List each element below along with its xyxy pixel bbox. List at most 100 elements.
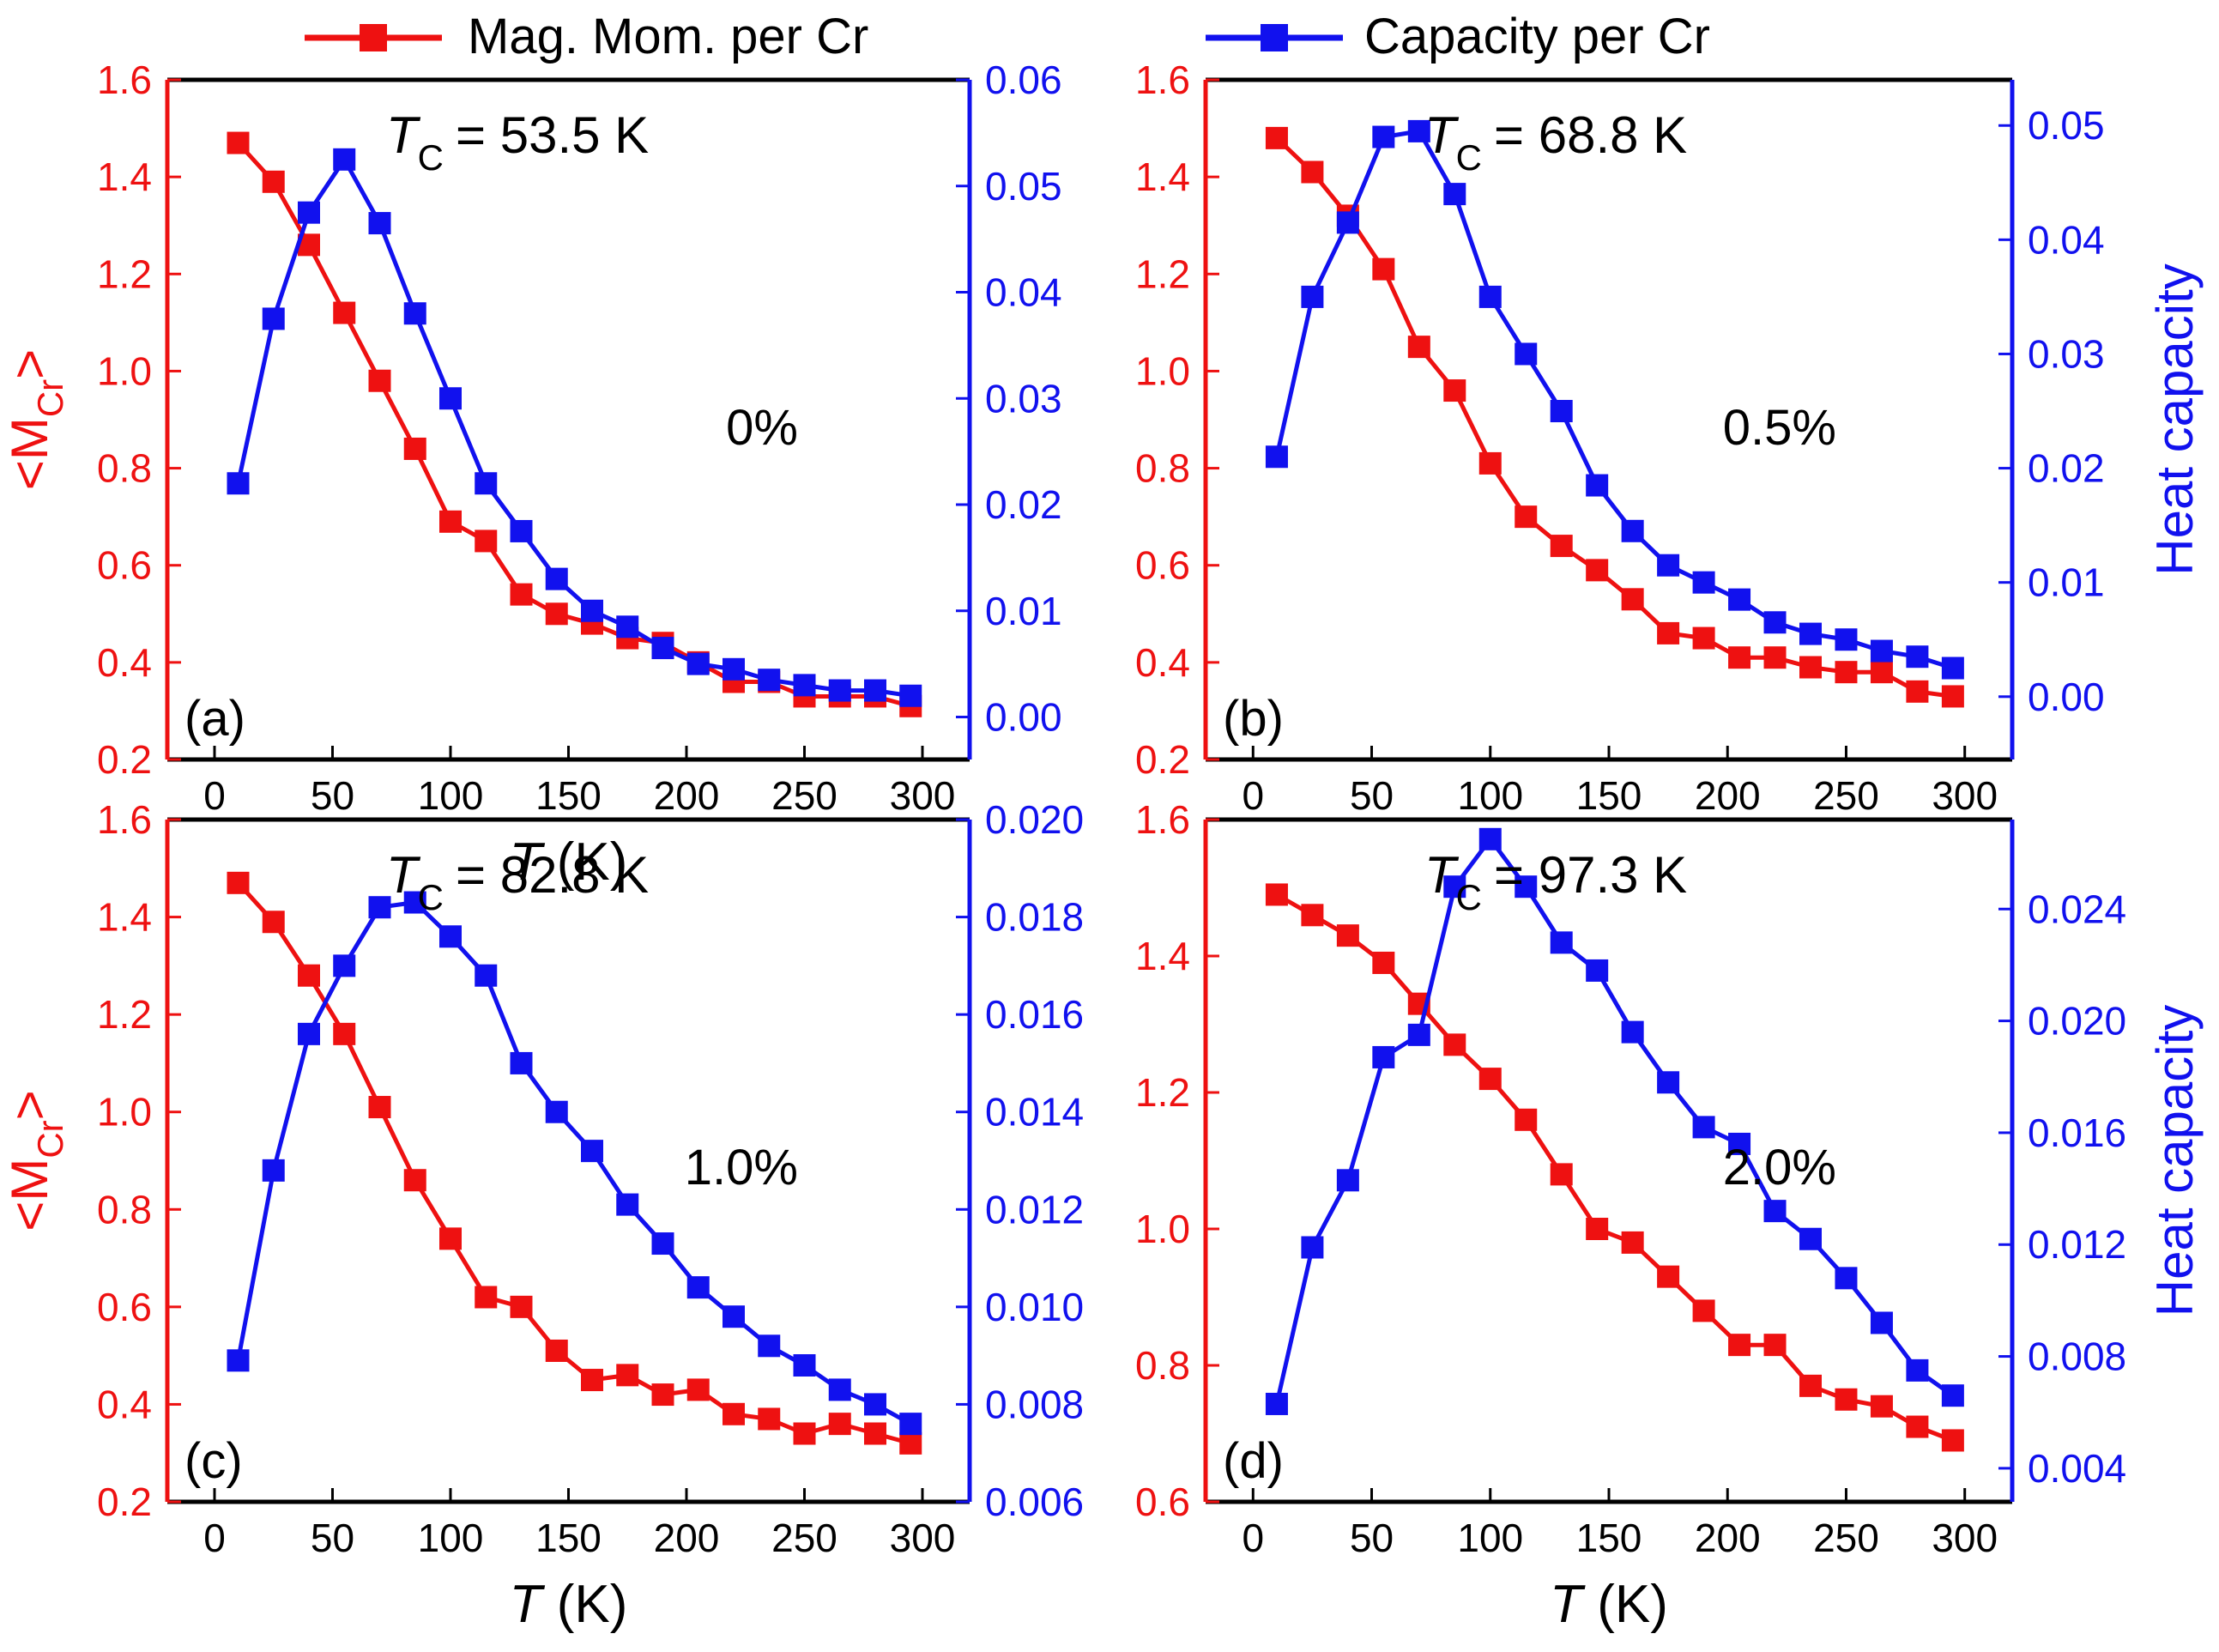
x-tick-label: 250 bbox=[1813, 773, 1879, 818]
data-point bbox=[1799, 622, 1822, 645]
data-point bbox=[899, 1431, 922, 1455]
data-point bbox=[1906, 680, 1929, 703]
data-point bbox=[1550, 1163, 1573, 1186]
right-tick-label: 0.018 bbox=[985, 895, 1084, 940]
left-tick-label: 0.8 bbox=[97, 446, 152, 491]
data-point bbox=[403, 302, 426, 325]
data-point bbox=[1763, 1334, 1787, 1357]
right-tick-label: 0.012 bbox=[985, 1187, 1084, 1231]
data-point bbox=[1586, 559, 1609, 582]
left-tick-label: 1.2 bbox=[97, 251, 152, 296]
data-point bbox=[1586, 959, 1609, 982]
x-tick-label: 150 bbox=[535, 1516, 602, 1560]
data-point bbox=[475, 529, 498, 553]
right-tick-label: 0.010 bbox=[985, 1285, 1084, 1329]
data-point bbox=[581, 599, 603, 622]
data-point bbox=[368, 212, 391, 235]
data-point bbox=[864, 679, 886, 702]
data-point bbox=[1870, 661, 1893, 684]
data-point bbox=[1301, 285, 1324, 308]
left-axis-title: <MCr> bbox=[1, 1090, 70, 1231]
data-point bbox=[1515, 1108, 1538, 1131]
data-point bbox=[439, 510, 462, 533]
x-tick-label: 300 bbox=[890, 1516, 956, 1560]
data-point bbox=[333, 1022, 356, 1045]
left-tick-label: 1.6 bbox=[1135, 797, 1190, 842]
data-point bbox=[1407, 336, 1430, 359]
left-tick-label: 1.4 bbox=[1135, 934, 1190, 978]
data-point bbox=[1550, 535, 1573, 558]
data-point bbox=[1515, 875, 1538, 899]
panel-a: 0 50 100 150 200 250 300 0.2 0.4 0.6 0.8 1.0 1.2 1.4 1… bbox=[1, 57, 1062, 892]
data-point bbox=[828, 1378, 851, 1401]
right-tick-label: 0.05 bbox=[2028, 103, 2105, 148]
right-tick-label: 0.016 bbox=[985, 992, 1084, 1037]
data-point bbox=[1586, 474, 1609, 497]
x-tick-label: 200 bbox=[1695, 1516, 1761, 1560]
right-tick-label: 0.03 bbox=[2028, 331, 2105, 376]
series-line bbox=[236, 157, 911, 699]
data-point bbox=[545, 602, 568, 626]
data-point bbox=[686, 1276, 710, 1299]
series-line bbox=[236, 141, 911, 709]
data-point bbox=[1870, 1395, 1893, 1418]
x-tick-label: 150 bbox=[1576, 773, 1642, 818]
data-point bbox=[864, 1422, 886, 1445]
right-tick-label: 0.014 bbox=[985, 1090, 1084, 1135]
panel-label: (b) bbox=[1223, 691, 1284, 747]
data-point bbox=[1515, 505, 1538, 529]
x-tick-label: 50 bbox=[1350, 1516, 1394, 1560]
left-tick-label: 0.2 bbox=[1135, 737, 1190, 782]
data-point bbox=[262, 170, 285, 193]
data-point bbox=[1372, 1045, 1395, 1068]
right-tick-label: 0.02 bbox=[2028, 446, 2105, 491]
panel-c: 0 50 100 150 200 250 300 0.2 0.4 0.6 0.8 1.0 1.2 1.4 1… bbox=[1, 797, 1084, 1634]
right-tick-label: 0.004 bbox=[2028, 1446, 2126, 1491]
data-point bbox=[793, 1354, 816, 1377]
data-point bbox=[1478, 285, 1502, 308]
data-point bbox=[1941, 1384, 1964, 1407]
right-tick-label: 0.03 bbox=[985, 376, 1062, 421]
data-point bbox=[368, 1096, 391, 1119]
data-point bbox=[475, 964, 498, 987]
data-point bbox=[1657, 1071, 1680, 1094]
legend-label: Capacity per Cr bbox=[1364, 9, 1710, 64]
data-point bbox=[510, 583, 533, 606]
data-point bbox=[1336, 924, 1359, 947]
x-axis-title: T (K) bbox=[510, 1575, 628, 1634]
x-tick-label: 300 bbox=[1932, 1516, 1998, 1560]
left-tick-label: 0.4 bbox=[1135, 640, 1190, 685]
left-tick-label: 0.6 bbox=[97, 1285, 152, 1329]
data-point bbox=[1372, 951, 1395, 974]
tc-annotation: TC = 97.3 K bbox=[1424, 846, 1687, 917]
left-tick-label: 1.2 bbox=[1135, 251, 1190, 296]
left-tick-label: 1.6 bbox=[97, 57, 152, 102]
x-axis-title: T (K) bbox=[1550, 1575, 1668, 1634]
left-tick-label: 0.6 bbox=[1135, 1480, 1190, 1524]
data-point bbox=[758, 1407, 781, 1431]
series-line bbox=[1274, 129, 1954, 670]
right-tick-label: 0.04 bbox=[985, 270, 1062, 315]
data-point bbox=[333, 954, 356, 977]
x-tick-label: 100 bbox=[418, 773, 484, 818]
data-point bbox=[1301, 1236, 1324, 1259]
data-point bbox=[1799, 1374, 1822, 1397]
right-tick-label: 0.02 bbox=[985, 482, 1062, 527]
data-point bbox=[1621, 1231, 1644, 1254]
right-tick-label: 0.00 bbox=[985, 695, 1062, 740]
x-tick-label: 100 bbox=[1457, 1516, 1523, 1560]
data-point bbox=[793, 674, 816, 697]
data-point bbox=[651, 1232, 674, 1256]
data-point bbox=[1835, 1388, 1858, 1411]
data-point bbox=[368, 369, 391, 392]
data-point bbox=[581, 1140, 603, 1163]
data-point bbox=[1443, 1033, 1466, 1056]
x-tick-label: 300 bbox=[1932, 773, 1998, 818]
data-point bbox=[1763, 611, 1787, 634]
data-point bbox=[1372, 257, 1395, 281]
x-tick-label: 50 bbox=[311, 1516, 354, 1560]
legend: Mag. Mom. per Cr Capacity per Cr bbox=[305, 9, 1710, 64]
data-point bbox=[1301, 904, 1324, 927]
